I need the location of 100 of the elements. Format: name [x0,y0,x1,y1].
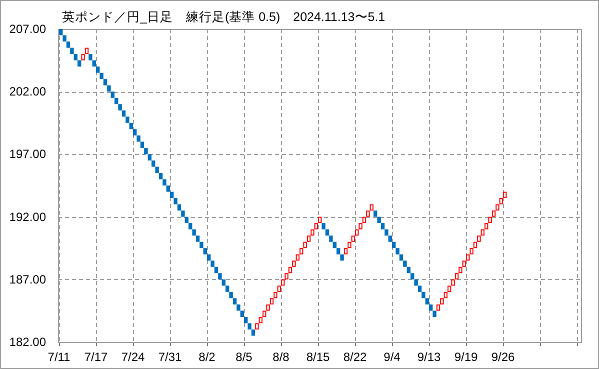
x-tick-label: 8/15 [306,350,330,364]
y-tick-label: 197.00 [9,147,46,162]
bar [444,292,448,298]
bar [448,286,452,292]
bar [96,66,100,73]
bar [214,266,218,274]
bar [374,210,378,217]
bar [303,242,307,248]
bar [133,129,137,136]
bar [351,236,355,242]
y-tick-label: 192.00 [9,210,46,224]
bar [88,54,92,60]
x-tick-label: 8/5 [236,350,253,364]
bar [414,279,418,286]
bar [480,229,484,236]
chart-title: 英ポンド／円_日足 練行足(基準 0.5) 2024.11.13〜5.1 [62,10,386,24]
bar [322,223,326,230]
bar [418,286,422,292]
bar [226,286,230,292]
bar [255,323,259,330]
bar [492,210,496,217]
bar [181,210,185,217]
bar [499,198,503,204]
bar [210,260,214,267]
bar [274,292,278,298]
bar [477,236,481,242]
bar [451,279,455,286]
bar [392,242,396,248]
bar [440,298,444,304]
bar [122,110,126,117]
x-tick-label: 8/22 [343,350,367,364]
bar [78,60,82,67]
bar [66,42,70,48]
bar [170,192,174,198]
bar [114,98,118,104]
bar [436,304,440,311]
y-tick-label: 207.00 [9,22,46,36]
bar [196,236,200,242]
bar [425,298,429,304]
bar [336,248,340,254]
bar [118,104,122,110]
x-tick-label: 8/8 [272,350,290,364]
bar [236,304,240,311]
bar [310,229,314,236]
bar [377,216,381,224]
bar [92,60,96,67]
bar [184,216,188,224]
bar [248,323,252,330]
bar [454,273,459,280]
x-tick-label: 9/19 [454,350,478,364]
x-tick-label: 8/2 [198,350,216,364]
bar [110,92,114,98]
bar [158,172,163,180]
x-tick-label: 7/24 [121,350,145,364]
bar [140,142,144,148]
bar [329,236,333,242]
bar [258,316,262,324]
bar [203,248,207,254]
bar [281,279,285,286]
bar [348,242,352,248]
bar [207,254,211,261]
bar [388,236,392,242]
bar [251,329,256,336]
bar [266,304,270,311]
bar [496,204,500,211]
bar [332,242,336,248]
bar [100,72,104,80]
bar [355,229,359,236]
bar [292,260,296,267]
bar [406,266,410,274]
x-tick-label: 9/26 [491,350,515,364]
bar [466,254,470,261]
bar [503,192,507,198]
y-tick-label: 202.00 [9,84,46,99]
bar [366,210,370,217]
bar [340,254,344,261]
bar [166,186,170,192]
bar [148,154,152,160]
bar [370,204,374,211]
bar [262,310,266,317]
bar [188,223,192,230]
x-tick-label: 7/17 [84,350,108,364]
bar [232,298,237,304]
bar [229,292,233,298]
bar [177,204,182,211]
bar [240,310,244,317]
bar [59,29,63,36]
bar [410,273,414,280]
bar [344,248,348,254]
bar [200,242,204,248]
bar [380,223,385,230]
x-tick-label: 7/11 [48,350,71,364]
bar [488,216,492,224]
bar [306,236,311,242]
bar [396,248,400,254]
bar [244,316,248,324]
bar [174,198,178,204]
bar [74,54,78,60]
bar [458,266,462,274]
x-tick-label: 9/4 [384,350,401,364]
